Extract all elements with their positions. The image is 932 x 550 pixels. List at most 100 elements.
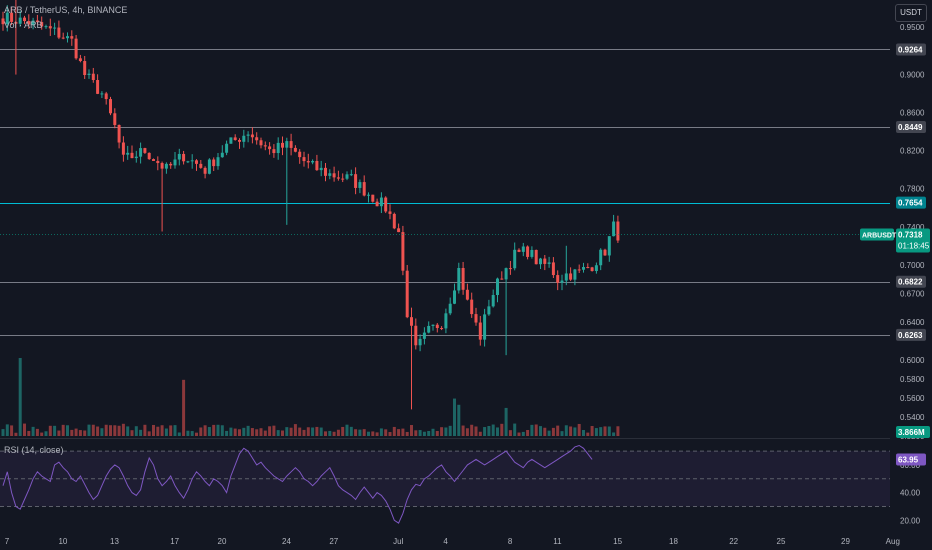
price-tick-label: 0.5600	[900, 394, 925, 403]
candle-body	[324, 167, 327, 176]
volume-bar	[164, 428, 168, 436]
level-tag-0.8449: 0.8449	[898, 123, 923, 132]
candle-body	[74, 38, 78, 59]
time-axis[interactable]: 7 10 13 17 20 24 27 Jul 4 8 11 15 18 22 25 29 Aug	[5, 537, 900, 546]
price-tick-label: 0.8200	[900, 147, 925, 156]
volume-bar	[341, 426, 345, 436]
volume-bar	[427, 430, 431, 436]
candle-body	[225, 143, 229, 153]
volume-bar	[66, 425, 69, 436]
candle-body	[139, 148, 143, 157]
volume-legend[interactable]: Vol · ARB	[4, 20, 43, 30]
volume-bar	[160, 425, 164, 436]
time-tick-label: 4	[443, 537, 448, 546]
rsi-value-tag-bg	[896, 453, 926, 466]
candle-body	[302, 157, 306, 162]
candle-body	[440, 328, 444, 330]
candle-body	[594, 265, 598, 272]
volume-bar	[487, 425, 491, 436]
horizontal-levels	[0, 49, 890, 336]
volume-bar	[392, 426, 396, 436]
candle-body	[306, 161, 310, 163]
volume-bar	[521, 431, 525, 436]
volume-bar	[547, 430, 551, 436]
candle-body	[5, 12, 9, 25]
candle-body	[87, 73, 91, 76]
candle-body	[453, 290, 456, 304]
candle-body	[220, 152, 224, 158]
candle-body	[448, 303, 452, 314]
candle-body	[152, 159, 155, 161]
time-tick-label: 13	[110, 537, 119, 546]
rsi-value-tag: 63.95	[898, 455, 919, 464]
candle-body	[233, 137, 237, 141]
candle-body	[500, 278, 504, 280]
volume-bar	[169, 425, 173, 436]
currency-button[interactable]: USDT	[895, 4, 927, 22]
volume-bar	[281, 430, 284, 436]
volume-bar	[551, 427, 555, 436]
candle-body	[513, 249, 517, 269]
volume-bar	[35, 428, 39, 436]
candle-body	[289, 141, 293, 148]
candle-body	[31, 20, 35, 25]
candle-body	[461, 267, 465, 290]
candle-body	[530, 249, 534, 257]
volume-bar	[556, 425, 560, 436]
volume-bar	[259, 428, 263, 436]
candle-body	[435, 324, 439, 329]
volume-bar	[285, 427, 289, 436]
volume-bar	[53, 425, 57, 436]
candle-body	[612, 221, 616, 237]
volume-bar	[233, 428, 237, 436]
current-price-value: 0.7318	[898, 231, 923, 240]
volume-bar	[573, 427, 577, 436]
volume-bar	[345, 424, 349, 436]
volume-bar	[388, 432, 392, 436]
candle-body	[40, 22, 44, 27]
volume-bar	[186, 430, 190, 436]
volume-bar	[397, 429, 401, 436]
candle-body	[508, 268, 512, 270]
candle-body	[10, 12, 14, 22]
volume-bar	[491, 424, 495, 436]
candle-body	[569, 273, 573, 280]
volume-bar	[203, 425, 207, 436]
candle-body	[109, 99, 112, 114]
candle-body	[526, 246, 530, 257]
volume-bar	[414, 430, 418, 436]
candle-body	[564, 273, 568, 281]
candle-body	[405, 270, 409, 318]
volume-bar	[590, 426, 594, 436]
symbol-legend[interactable]: ARB / TetherUS, 4h, BINANCE	[4, 5, 128, 15]
volume-bar	[113, 425, 117, 436]
candle-body	[195, 160, 198, 164]
candle-body	[143, 148, 147, 153]
volume-bar	[603, 426, 607, 436]
candle-body	[543, 258, 547, 264]
volume-bar	[229, 427, 233, 436]
volume-bar	[336, 429, 340, 436]
level-tag-0.6822-bg	[896, 275, 926, 288]
candle-body	[18, 17, 22, 24]
volume-bar	[263, 430, 267, 436]
candlesticks	[1, 0, 620, 410]
candle-body	[539, 258, 542, 265]
rsi-legend[interactable]: RSI (14, close)	[4, 445, 64, 455]
volume-bar	[238, 429, 241, 436]
volume-bar	[78, 430, 82, 436]
volume-bar	[543, 427, 547, 436]
volume-bar	[293, 424, 297, 436]
candle-body	[130, 152, 134, 159]
volume-bar	[401, 428, 405, 436]
candle-body	[470, 299, 474, 315]
volume-bar	[440, 427, 444, 436]
volume-bar	[152, 424, 155, 436]
current-price-countdown: 01:18:45	[898, 242, 930, 251]
candle-body	[298, 151, 302, 158]
candle-body	[229, 137, 233, 144]
volume-bar	[569, 426, 573, 436]
volume-bar	[40, 432, 44, 436]
candle-body	[392, 213, 396, 229]
